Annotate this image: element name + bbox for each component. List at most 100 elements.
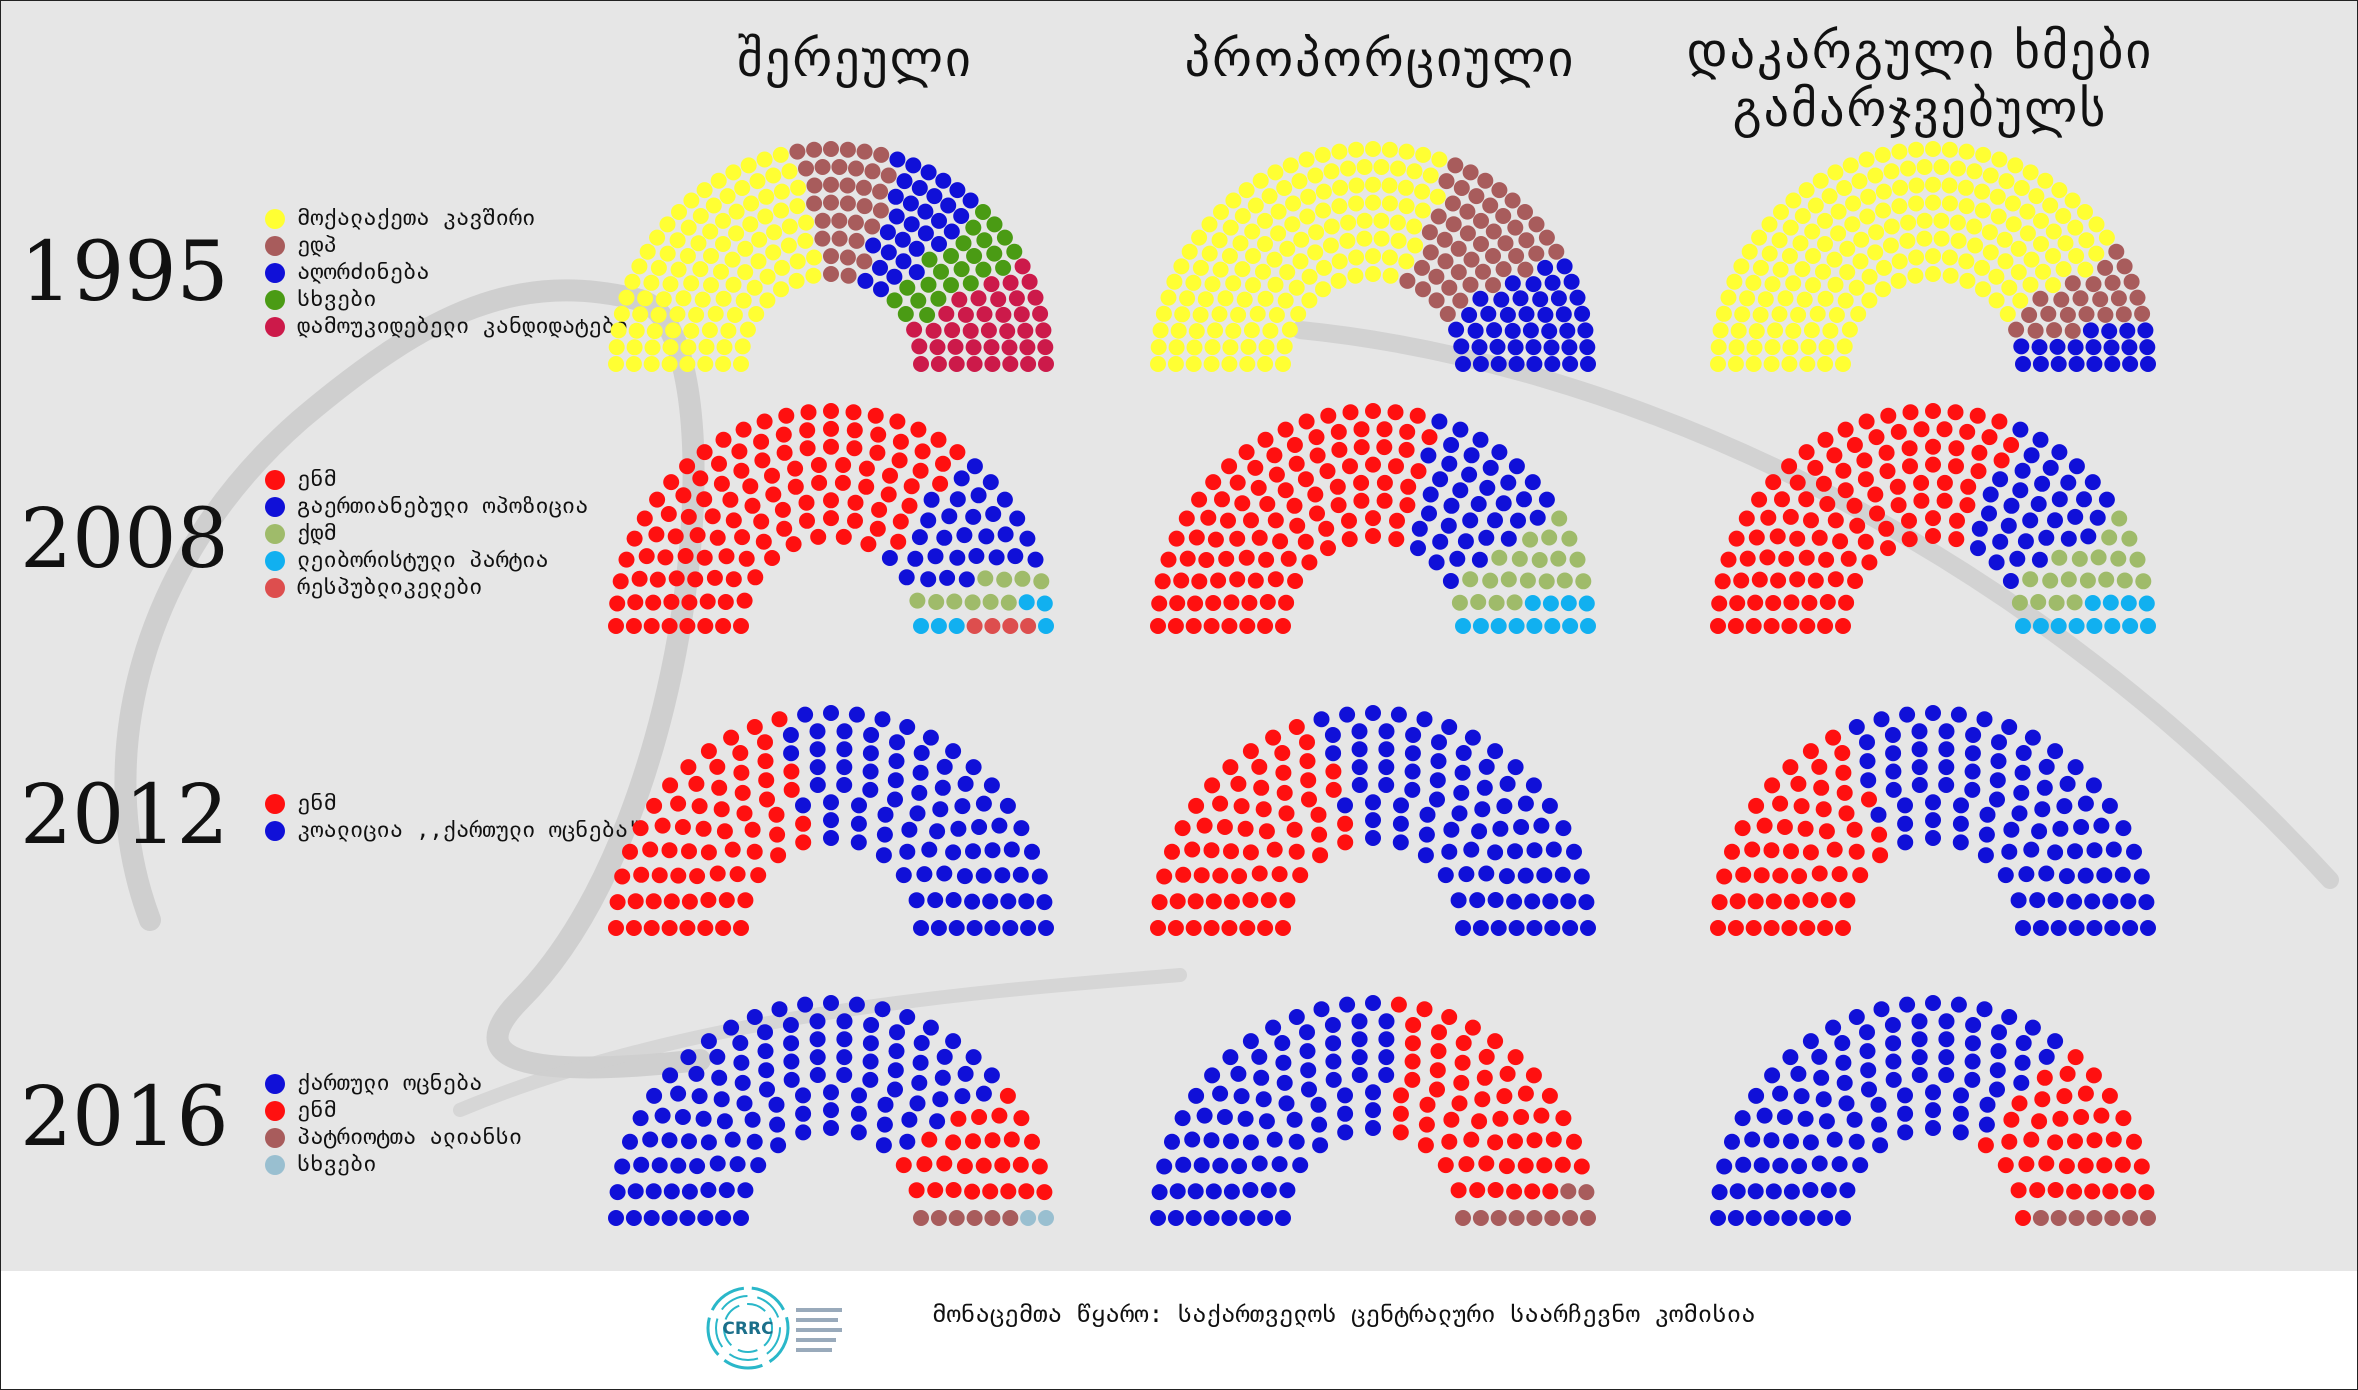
seat-dot [1764, 1067, 1781, 1084]
seat-dot [1203, 356, 1220, 372]
seat-dot [1837, 482, 1854, 499]
seat-dot [2123, 273, 2140, 290]
seat-dot [1487, 1134, 1504, 1151]
seat-dot [823, 812, 839, 829]
seat-dot [1478, 865, 1495, 882]
seat-dot [1958, 253, 1975, 270]
seat-dot [965, 508, 982, 525]
seat-dot [2030, 594, 2047, 610]
legend-2012: ენმ კოალიცია ,,ქართული ოცნება" [265, 790, 641, 844]
seat-dot [1560, 1183, 1577, 1200]
seat-dot [1301, 1081, 1317, 1098]
seat-dot [1875, 281, 1891, 298]
seat-dot [1802, 844, 1819, 861]
seat-dot [1878, 444, 1895, 461]
seat-dot [1252, 172, 1269, 189]
seat-dot [912, 764, 929, 781]
seat-dot [2058, 1158, 2075, 1175]
seat-dot [609, 1184, 626, 1201]
seat-dot [1897, 1087, 1913, 1104]
seat-dot [1223, 1183, 1240, 1200]
seat-dot [1885, 1071, 1902, 1088]
seat-dot [1342, 404, 1359, 421]
seat-dot [1507, 1049, 1524, 1066]
seat-dot [1948, 531, 1965, 548]
seat-dot [2021, 307, 2038, 323]
seat-dot [1231, 868, 1248, 885]
seat-dot [1012, 866, 1029, 883]
seat-dot [2034, 475, 2051, 492]
seat-dot [1559, 322, 1576, 339]
seat-dot [2140, 618, 2156, 634]
seat-dot [956, 868, 973, 885]
seat-dot [1969, 407, 1986, 424]
legend-label: სხვები [297, 1152, 377, 1177]
seat-dot [768, 1096, 785, 1113]
seat-dot [1853, 231, 1870, 248]
seat-dot [1365, 528, 1381, 544]
seat-dot [1150, 920, 1166, 936]
seat-dot [757, 734, 773, 751]
seat-dot [1771, 306, 1788, 323]
seat-dot [1313, 1001, 1330, 1018]
seat-dot [645, 893, 662, 910]
seat-dot [2032, 920, 2049, 936]
seat-dot [1299, 1043, 1316, 1060]
seat-dot [1204, 339, 1221, 356]
seat-dot [1207, 322, 1224, 339]
seat-dot [1279, 892, 1296, 909]
seat-dot [734, 1074, 751, 1091]
seat-dot [1300, 1062, 1317, 1079]
seat-dot [1003, 841, 1020, 858]
seat-dot [887, 188, 904, 205]
seat-dot [1974, 259, 1990, 276]
seat-dot [1977, 847, 1994, 864]
seat-dot [631, 570, 648, 587]
seat-dot [1538, 229, 1555, 246]
seat-dot [1791, 868, 1808, 885]
seat-dot [1243, 322, 1260, 339]
seat-dot [1196, 1107, 1213, 1124]
seat-dot [1513, 819, 1530, 835]
seat-dot [1150, 1210, 1166, 1226]
seat-dot [1265, 729, 1282, 746]
seat-dot [651, 1157, 668, 1174]
seat-dot [1826, 1131, 1843, 1148]
seat-dot [1441, 1133, 1458, 1150]
seat-dot [1282, 157, 1299, 174]
seat-dot [1475, 263, 1491, 280]
seat-dot [1017, 322, 1034, 339]
seat-dot [1981, 224, 1998, 241]
seat-dot [1309, 505, 1325, 522]
seat-dot [901, 497, 918, 514]
seat-dot [831, 159, 848, 175]
seat-dot [1150, 618, 1166, 634]
seat-dot [1960, 478, 1977, 495]
seat-dot [856, 198, 873, 215]
seat-dot [725, 512, 742, 529]
seat-dot [1913, 474, 1930, 491]
seat-dot [1541, 1087, 1558, 1104]
seat-dot [733, 618, 749, 634]
seat-dot [1201, 245, 1218, 262]
seat-dot [2051, 444, 2068, 461]
legend-item: აღორძინება [265, 259, 628, 286]
seat-dot [2067, 1133, 2083, 1150]
seat-dot [1504, 322, 1521, 339]
seat-dot [1848, 279, 1865, 296]
seat-dot [1908, 249, 1925, 266]
seat-dot [1221, 356, 1238, 372]
seat-dot [732, 1035, 749, 1051]
seat-dot [1443, 1111, 1460, 1128]
seat-dot [697, 920, 714, 936]
seat-dot [1771, 232, 1788, 249]
seat-dot [1772, 867, 1789, 884]
seat-dot [2056, 1088, 2073, 1105]
seat-dot [1821, 188, 1838, 205]
seat-dot [1714, 573, 1731, 590]
seat-dot [2072, 290, 2089, 307]
seat-dot [1555, 820, 1572, 837]
seat-dot [1839, 1182, 1856, 1199]
seat-dot [1892, 179, 1909, 196]
seat-dot [1849, 517, 1866, 534]
